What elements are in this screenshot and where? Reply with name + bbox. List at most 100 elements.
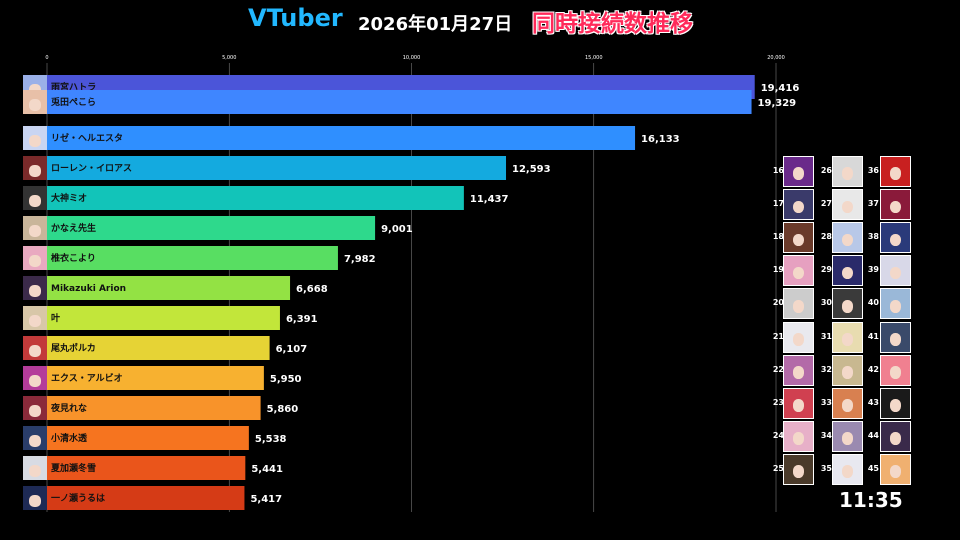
rank-avatar — [783, 387, 814, 419]
tick-label: 0 — [45, 55, 48, 61]
avatar-face — [841, 399, 854, 412]
rank-number: 45 — [867, 463, 879, 473]
avatar-face — [889, 233, 902, 247]
rank-avatar — [783, 453, 814, 485]
bar — [23, 486, 245, 510]
avatar-face — [841, 465, 854, 479]
clock: 11:35 — [839, 488, 903, 512]
bar-label: 尾丸ポルカ — [50, 342, 96, 354]
bar-value: 5,860 — [267, 404, 299, 415]
rank-number: 24 — [772, 430, 784, 440]
avatar-face — [889, 399, 902, 412]
bar — [23, 276, 291, 300]
rank-avatar — [783, 156, 814, 187]
rank-avatar — [880, 288, 911, 320]
bar-value: 7,982 — [344, 254, 376, 265]
rank-number: 29 — [820, 265, 832, 275]
bar-avatar-face — [29, 375, 41, 387]
bar-label: 椎衣こより — [50, 252, 96, 264]
title-brand: VTuber — [248, 4, 343, 32]
rank-avatar — [832, 387, 863, 419]
rank-number: 41 — [867, 331, 879, 341]
rank-avatar — [832, 189, 863, 221]
header: VTuber 2026年01月27日 同時接続数推移 — [0, 0, 960, 40]
avatar-face — [792, 200, 805, 214]
rank-number: 34 — [820, 430, 832, 440]
rank-avatar — [783, 321, 814, 353]
rank-number: 32 — [820, 364, 832, 374]
bar-label: 大神ミオ — [51, 192, 87, 204]
bar-avatar-face — [29, 255, 41, 267]
rank-number: 37 — [867, 199, 879, 209]
rank-avatar — [832, 255, 863, 287]
rank-avatar — [783, 420, 814, 452]
bar-value: 5,950 — [270, 374, 302, 385]
avatar-face — [889, 299, 902, 313]
rank-number: 40 — [867, 298, 879, 308]
bar-value: 6,391 — [286, 314, 318, 325]
rank-avatar — [880, 222, 911, 254]
rank-number: 43 — [867, 397, 879, 407]
rank-avatar — [880, 354, 911, 386]
rank-number: 28 — [820, 232, 832, 242]
rank-avatar — [783, 354, 814, 386]
bar-value: 5,417 — [250, 494, 282, 505]
bar-label: かなえ先生 — [51, 222, 96, 234]
bar-label: ローレン・イロアス — [51, 163, 132, 174]
bar-label: 小清水透 — [50, 432, 88, 444]
avatar-face — [792, 399, 805, 412]
rank-number: 16 — [772, 166, 784, 175]
bar-avatar-face — [29, 495, 41, 507]
rank-number: 18 — [772, 232, 784, 242]
bar — [23, 126, 636, 150]
bar-avatar-face — [29, 225, 41, 237]
bar-avatar-face — [29, 135, 41, 147]
tick-label: 15,000 — [585, 55, 603, 61]
bar-value: 5,441 — [251, 464, 283, 475]
rank-avatar — [880, 387, 911, 419]
bar-label: 夏加瀬冬雪 — [50, 462, 96, 474]
avatar-face — [841, 299, 854, 313]
bar-value: 19,329 — [758, 98, 797, 109]
bar-label: 一ノ瀬うるは — [51, 492, 105, 504]
rank-number: 36 — [867, 166, 879, 175]
rank-number: 21 — [772, 331, 784, 341]
bar-value: 12,593 — [512, 164, 551, 175]
bar-avatar-face — [29, 99, 41, 111]
avatar-face — [841, 200, 854, 214]
bar-value: 19,416 — [761, 83, 800, 94]
rank-number: 19 — [772, 265, 784, 275]
bar — [23, 156, 507, 180]
avatar-face — [889, 167, 902, 181]
avatar-face — [889, 200, 902, 214]
bar-label: 夜見れな — [50, 402, 87, 414]
bar — [23, 336, 270, 360]
bar-avatar-face — [29, 285, 41, 297]
bar-value: 6,107 — [276, 344, 308, 355]
bar-label: 兎田ぺこら — [51, 96, 96, 108]
avatar-face — [841, 332, 854, 346]
bar — [23, 306, 280, 330]
rank-avatar — [832, 354, 863, 386]
bar-value: 16,133 — [641, 134, 680, 145]
bar — [23, 246, 338, 270]
rank-avatar — [880, 453, 911, 485]
rank-avatar — [832, 453, 863, 485]
rank-number: 42 — [867, 364, 879, 374]
rank-number: 35 — [820, 463, 832, 473]
avatar-face — [792, 332, 805, 346]
bar — [23, 90, 752, 114]
bar-label: エクス・アルビオ — [51, 372, 123, 384]
bar-avatar-face — [29, 315, 41, 327]
avatar-face — [889, 332, 902, 346]
bar-label: Mikazuki Arion — [51, 284, 126, 294]
rank-number: 27 — [820, 199, 832, 209]
rank-avatar — [832, 420, 863, 452]
avatar-face — [792, 299, 805, 313]
tick-label: 20,000 — [767, 55, 785, 61]
rank-number: 31 — [820, 331, 832, 341]
bar-avatar-face — [29, 435, 41, 447]
bar-label: リゼ・ヘルエスタ — [51, 132, 123, 144]
rank-number: 44 — [867, 430, 879, 440]
